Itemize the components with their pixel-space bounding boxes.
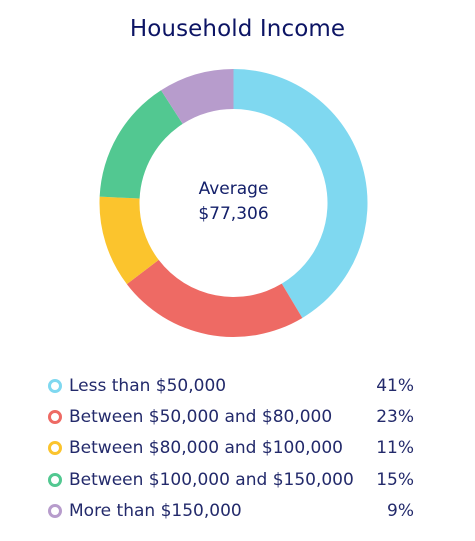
legend-label: Less than $50,000 bbox=[69, 375, 227, 396]
legend-value: 11% bbox=[376, 438, 414, 459]
center-value: $77,306 bbox=[198, 204, 268, 224]
legend-item: Between $50,000 and $80,000 23% bbox=[48, 401, 414, 432]
legend-item: Between $80,000 and $100,000 11% bbox=[48, 433, 414, 464]
center-label: Average bbox=[199, 179, 269, 199]
donut-slice bbox=[126, 259, 303, 338]
legend: Less than $50,000 41% Between $50,000 an… bbox=[48, 370, 414, 526]
legend-label: Between $80,000 and $100,000 bbox=[69, 438, 343, 459]
legend-label: Between $50,000 and $80,000 bbox=[69, 406, 333, 427]
legend-item: Between $100,000 and $150,000 15% bbox=[48, 464, 414, 495]
legend-label: More than $150,000 bbox=[69, 500, 242, 521]
donut-slice bbox=[161, 69, 234, 124]
legend-value: 15% bbox=[376, 469, 414, 490]
legend-value: 9% bbox=[387, 500, 414, 521]
legend-marker-icon bbox=[48, 378, 62, 393]
legend-marker-icon bbox=[48, 441, 62, 456]
legend-label: Between $100,000 and $150,000 bbox=[69, 469, 354, 490]
legend-marker-icon bbox=[48, 503, 62, 518]
legend-value: 23% bbox=[376, 406, 414, 427]
legend-item: More than $150,000 9% bbox=[48, 495, 414, 526]
legend-marker-icon bbox=[48, 409, 62, 424]
donut-slice bbox=[99, 196, 159, 285]
donut-slice bbox=[233, 69, 368, 318]
legend-value: 41% bbox=[376, 375, 414, 396]
donut-chart: Average $77,306 bbox=[99, 69, 368, 338]
donut-slice bbox=[99, 90, 183, 199]
legend-marker-icon bbox=[48, 472, 62, 487]
chart-title: Household Income bbox=[129, 16, 346, 42]
legend-item: Less than $50,000 41% bbox=[48, 370, 414, 401]
